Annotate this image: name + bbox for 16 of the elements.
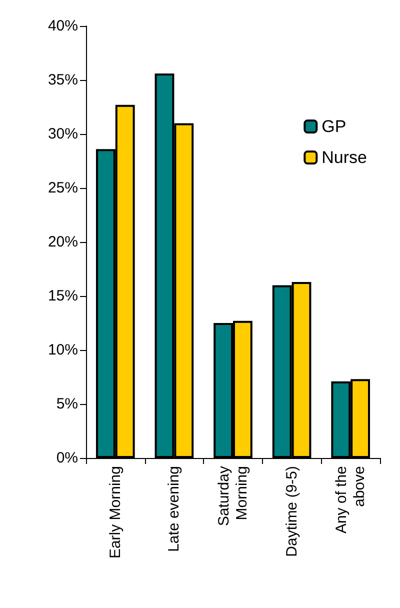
y-tick-label: 0% (56, 450, 78, 466)
legend-label: GP (322, 117, 346, 136)
x-tick-label: Daytime (9-5) (283, 466, 300, 557)
y-tick-label: 20% (48, 234, 78, 250)
y-tick-label: 25% (48, 180, 78, 196)
y-tick-label: 30% (48, 126, 78, 142)
y-tick-label: 40% (48, 18, 78, 34)
y-tick-label: 35% (48, 72, 78, 88)
x-tick-label: Saturday Morning (216, 466, 250, 526)
y-tick-label: 5% (56, 396, 78, 412)
x-tick-label: Early Morning (106, 466, 124, 559)
y-tick-label: 10% (48, 342, 78, 358)
x-tick-label: Any of the above (333, 466, 368, 534)
legend-label: Nurse (322, 148, 368, 167)
y-tick-label: 15% (48, 288, 78, 304)
x-tick-label: Late evening (166, 466, 183, 552)
